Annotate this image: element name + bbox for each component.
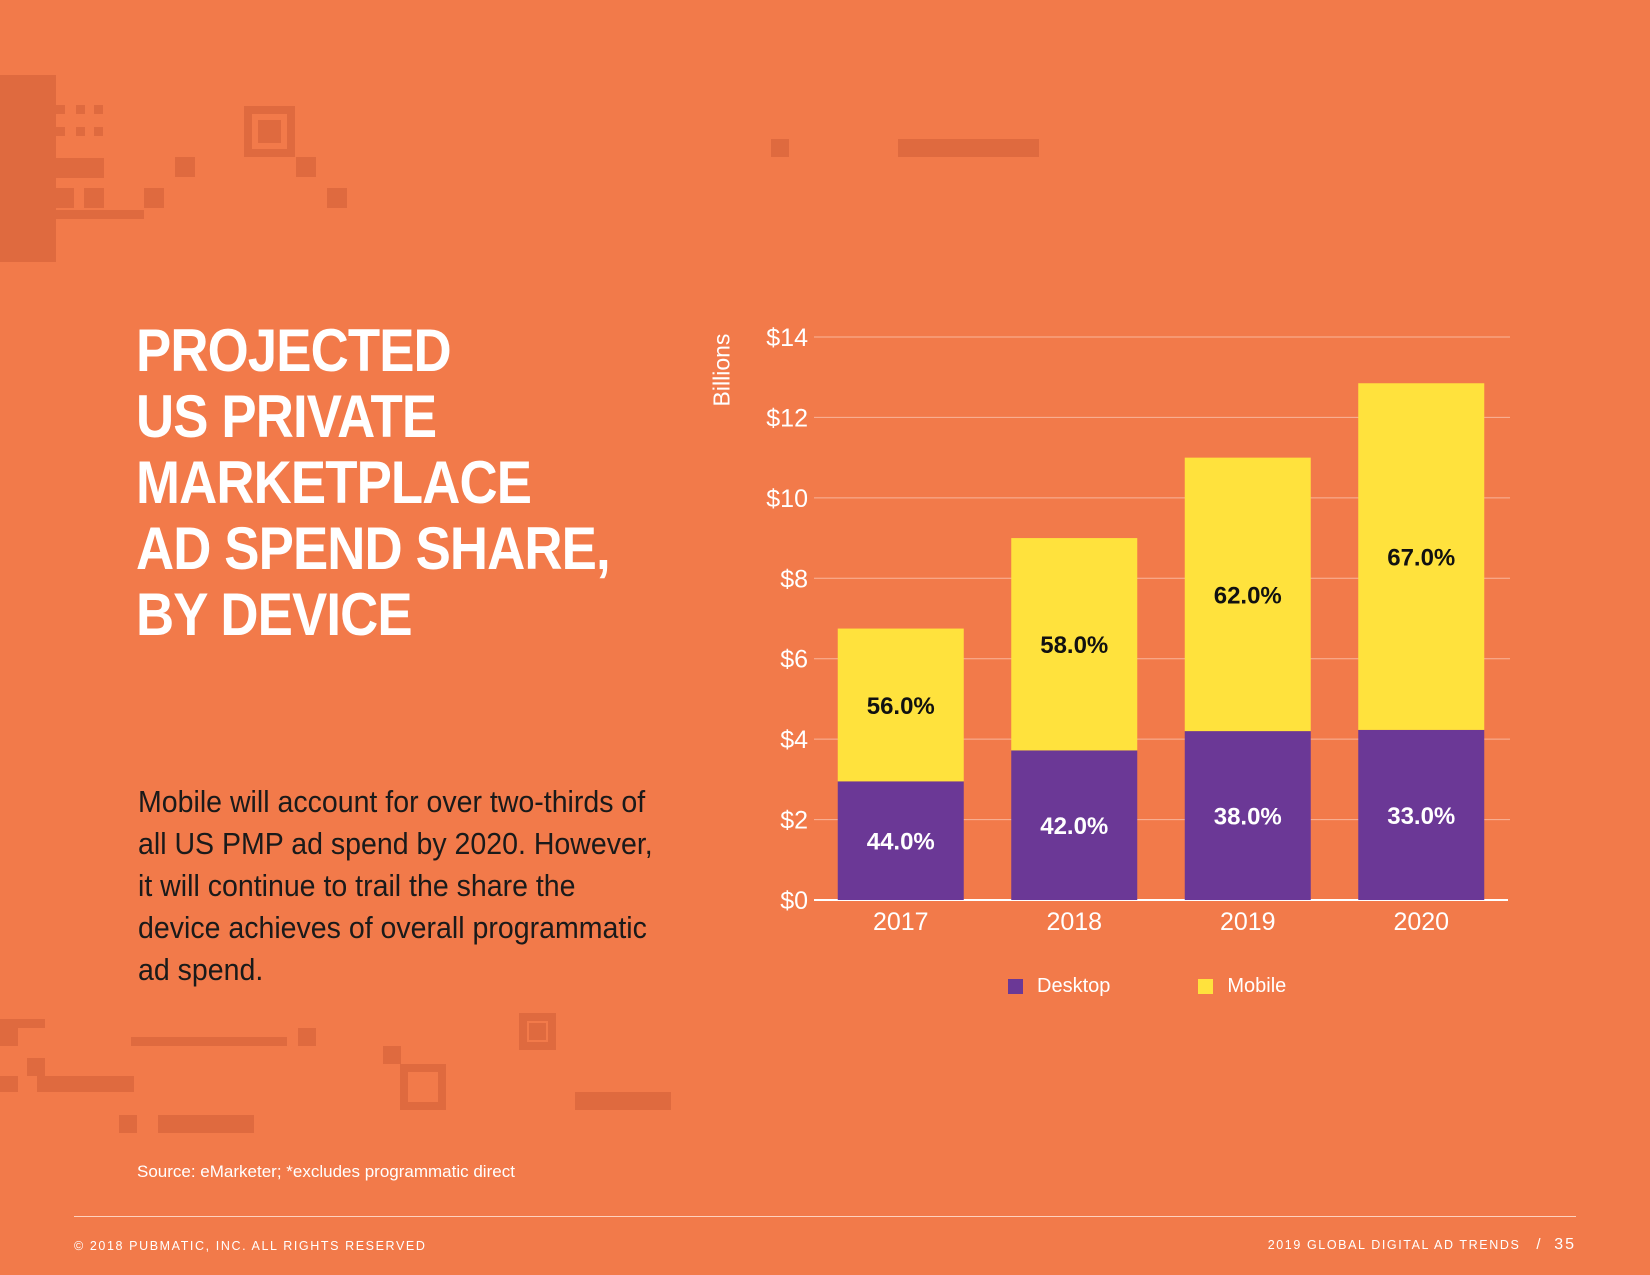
data-label: 58.0% — [1040, 632, 1108, 659]
legend-label-desktop: Desktop — [1037, 975, 1111, 997]
footer-page-info: 2019 GLOBAL DIGITAL AD TRENDS / 35 — [1268, 1236, 1576, 1254]
legend-item-mobile: Mobile — [1198, 975, 1286, 998]
bar-desktop — [1358, 729, 1485, 900]
data-label: 33.0% — [1387, 803, 1455, 830]
bar-mobile — [1011, 538, 1138, 751]
title-line: PROJECTED — [136, 317, 452, 384]
page-number: 35 — [1554, 1236, 1576, 1253]
data-label: 44.0% — [867, 829, 935, 856]
chart-legend: Desktop Mobile — [1008, 975, 1374, 998]
footer-separator: / — [1536, 1236, 1543, 1253]
bar-desktop — [837, 781, 964, 900]
y-tick-label: $6 — [780, 646, 808, 674]
legend-item-desktop: Desktop — [1008, 975, 1110, 998]
bar-mobile — [1358, 383, 1485, 730]
y-tick-label: $14 — [766, 324, 808, 352]
y-tick-label: $4 — [780, 726, 808, 754]
data-label: 42.0% — [1040, 813, 1108, 840]
footer-copyright: © 2018 PUBMATIC, INC. ALL RIGHTS RESERVE… — [74, 1239, 427, 1253]
data-label: 67.0% — [1387, 545, 1455, 572]
footer-divider — [74, 1216, 1576, 1217]
legend-swatch-desktop — [1008, 979, 1023, 994]
legend-swatch-mobile — [1198, 979, 1214, 994]
y-tick-label: $12 — [766, 404, 808, 432]
body-paragraph: Mobile will account for over two-thirds … — [138, 784, 653, 987]
data-label: 62.0% — [1214, 582, 1282, 609]
bar-mobile — [1184, 457, 1311, 732]
legend-label-mobile: Mobile — [1227, 975, 1287, 997]
source-note: Source: eMarketer; *excludes programmati… — [137, 1162, 515, 1181]
title-line: MARKETPLACE — [136, 449, 532, 516]
y-tick-label: $8 — [780, 565, 808, 593]
x-tick-label: 2017 — [873, 908, 929, 936]
y-tick-label: $2 — [780, 807, 808, 835]
bar-mobile — [837, 628, 964, 782]
page-title: PROJECTED US PRIVATE MARKETPLACE AD SPEN… — [136, 317, 611, 648]
title-line: US PRIVATE — [136, 383, 437, 450]
x-tick-label: 2020 — [1393, 908, 1449, 936]
data-label: 56.0% — [867, 693, 935, 720]
x-tick-label: 2018 — [1046, 908, 1102, 936]
x-tick-label: 2019 — [1220, 908, 1276, 936]
data-label: 38.0% — [1214, 804, 1282, 831]
y-tick-label: $0 — [780, 887, 808, 915]
title-line: AD SPEND SHARE, — [136, 515, 611, 582]
title-line: BY DEVICE — [136, 581, 413, 648]
y-tick-label: $10 — [766, 485, 808, 513]
bar-desktop — [1184, 731, 1311, 900]
footer-publication: 2019 GLOBAL DIGITAL AD TRENDS — [1267, 1238, 1521, 1252]
bar-desktop — [1011, 750, 1138, 900]
